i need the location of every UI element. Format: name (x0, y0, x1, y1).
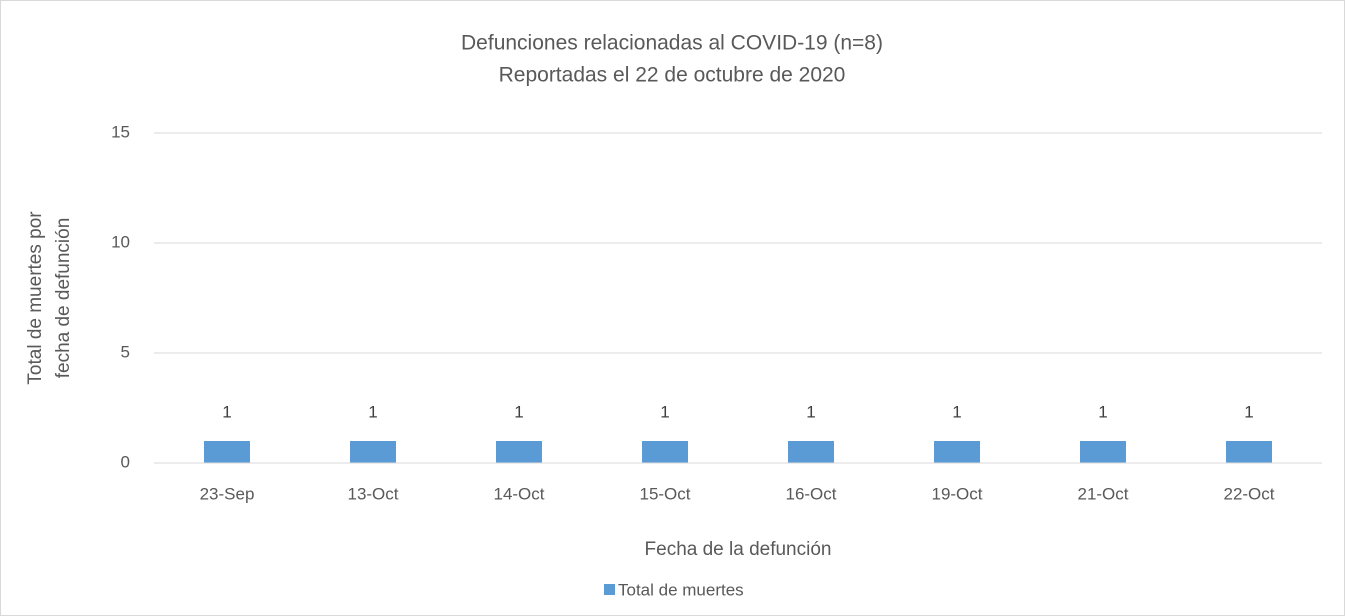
chart-title: Defunciones relacionadas al COVID-19 (n=… (461, 32, 883, 55)
y-axis-title: fecha de defunción (53, 218, 74, 379)
x-tick-label: 15-Oct (639, 484, 690, 503)
data-label: 1 (1244, 402, 1253, 421)
x-tick-label: 21-Oct (1077, 484, 1128, 503)
legend-label: Total de muertes (618, 580, 744, 599)
bar (1226, 441, 1272, 463)
x-tick-label: 23-Sep (200, 484, 255, 503)
data-label: 1 (222, 402, 231, 421)
x-tick-label: 13-Oct (347, 484, 398, 503)
legend-swatch (604, 584, 615, 595)
bar (496, 441, 542, 463)
y-tick-label: 5 (121, 342, 130, 361)
bar (204, 441, 250, 463)
x-tick-label: 19-Oct (931, 484, 982, 503)
y-tick-label: 0 (121, 452, 130, 471)
data-label: 1 (806, 402, 815, 421)
x-tick-label: 16-Oct (785, 484, 836, 503)
y-axis-title: Total de muertes por (25, 211, 46, 385)
x-tick-label: 22-Oct (1223, 484, 1274, 503)
data-label: 1 (1098, 402, 1107, 421)
data-label: 1 (514, 402, 523, 421)
bar (788, 441, 834, 463)
bar (1080, 441, 1126, 463)
data-label: 1 (368, 402, 377, 421)
bar (934, 441, 980, 463)
bar (642, 441, 688, 463)
chart-subtitle: Reportadas el 22 de octubre de 2020 (499, 64, 846, 87)
y-tick-label: 15 (111, 122, 130, 141)
data-label: 1 (660, 402, 669, 421)
y-tick-label: 10 (111, 232, 130, 251)
x-tick-label: 14-Oct (493, 484, 544, 503)
bar (350, 441, 396, 463)
x-axis-title: Fecha de la defunción (645, 539, 832, 560)
data-label: 1 (952, 402, 961, 421)
